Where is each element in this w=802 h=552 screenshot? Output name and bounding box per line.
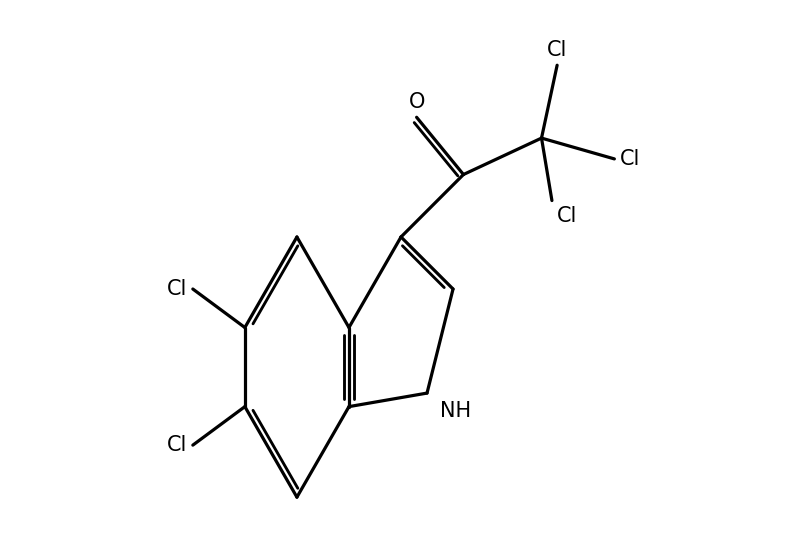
Text: Cl: Cl <box>620 149 640 169</box>
Text: O: O <box>408 92 425 112</box>
Text: Cl: Cl <box>168 435 188 455</box>
Text: Cl: Cl <box>547 40 567 60</box>
Text: Cl: Cl <box>557 206 577 226</box>
Text: NH: NH <box>440 401 471 421</box>
Text: Cl: Cl <box>168 279 188 299</box>
